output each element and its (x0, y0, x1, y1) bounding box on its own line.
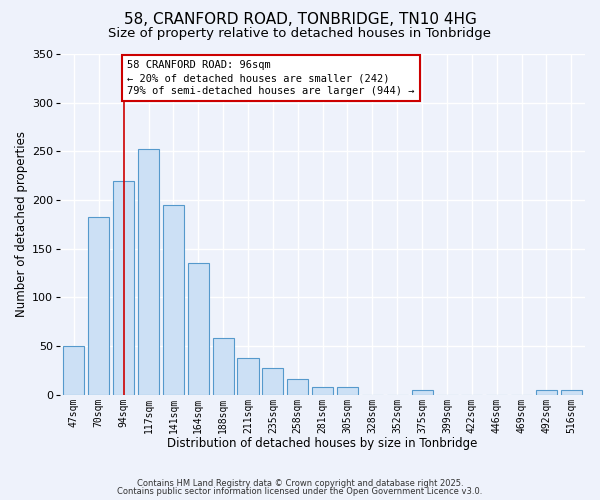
Bar (163, 205, 184, 395)
Text: Contains HM Land Registry data © Crown copyright and database right 2025.: Contains HM Land Registry data © Crown c… (137, 478, 463, 488)
Bar (561, 390, 582, 395)
Bar (337, 387, 358, 395)
Bar (262, 368, 283, 395)
Bar (212, 338, 234, 395)
X-axis label: Distribution of detached houses by size in Tonbridge: Distribution of detached houses by size … (167, 437, 478, 450)
Bar (88, 216, 109, 395)
Bar (312, 387, 333, 395)
Bar (536, 390, 557, 395)
Bar (412, 390, 433, 395)
Y-axis label: Number of detached properties: Number of detached properties (15, 132, 28, 318)
Bar (188, 264, 209, 395)
Text: Contains public sector information licensed under the Open Government Licence v3: Contains public sector information licen… (118, 487, 482, 496)
Text: 58, CRANFORD ROAD, TONBRIDGE, TN10 4HG: 58, CRANFORD ROAD, TONBRIDGE, TN10 4HG (124, 12, 476, 28)
Text: Size of property relative to detached houses in Tonbridge: Size of property relative to detached ho… (109, 28, 491, 40)
Bar (238, 358, 259, 395)
Bar (287, 379, 308, 395)
Bar (64, 346, 85, 395)
Bar (113, 180, 134, 395)
Text: 58 CRANFORD ROAD: 96sqm
← 20% of detached houses are smaller (242)
79% of semi-d: 58 CRANFORD ROAD: 96sqm ← 20% of detache… (127, 60, 415, 96)
Bar (138, 150, 159, 395)
